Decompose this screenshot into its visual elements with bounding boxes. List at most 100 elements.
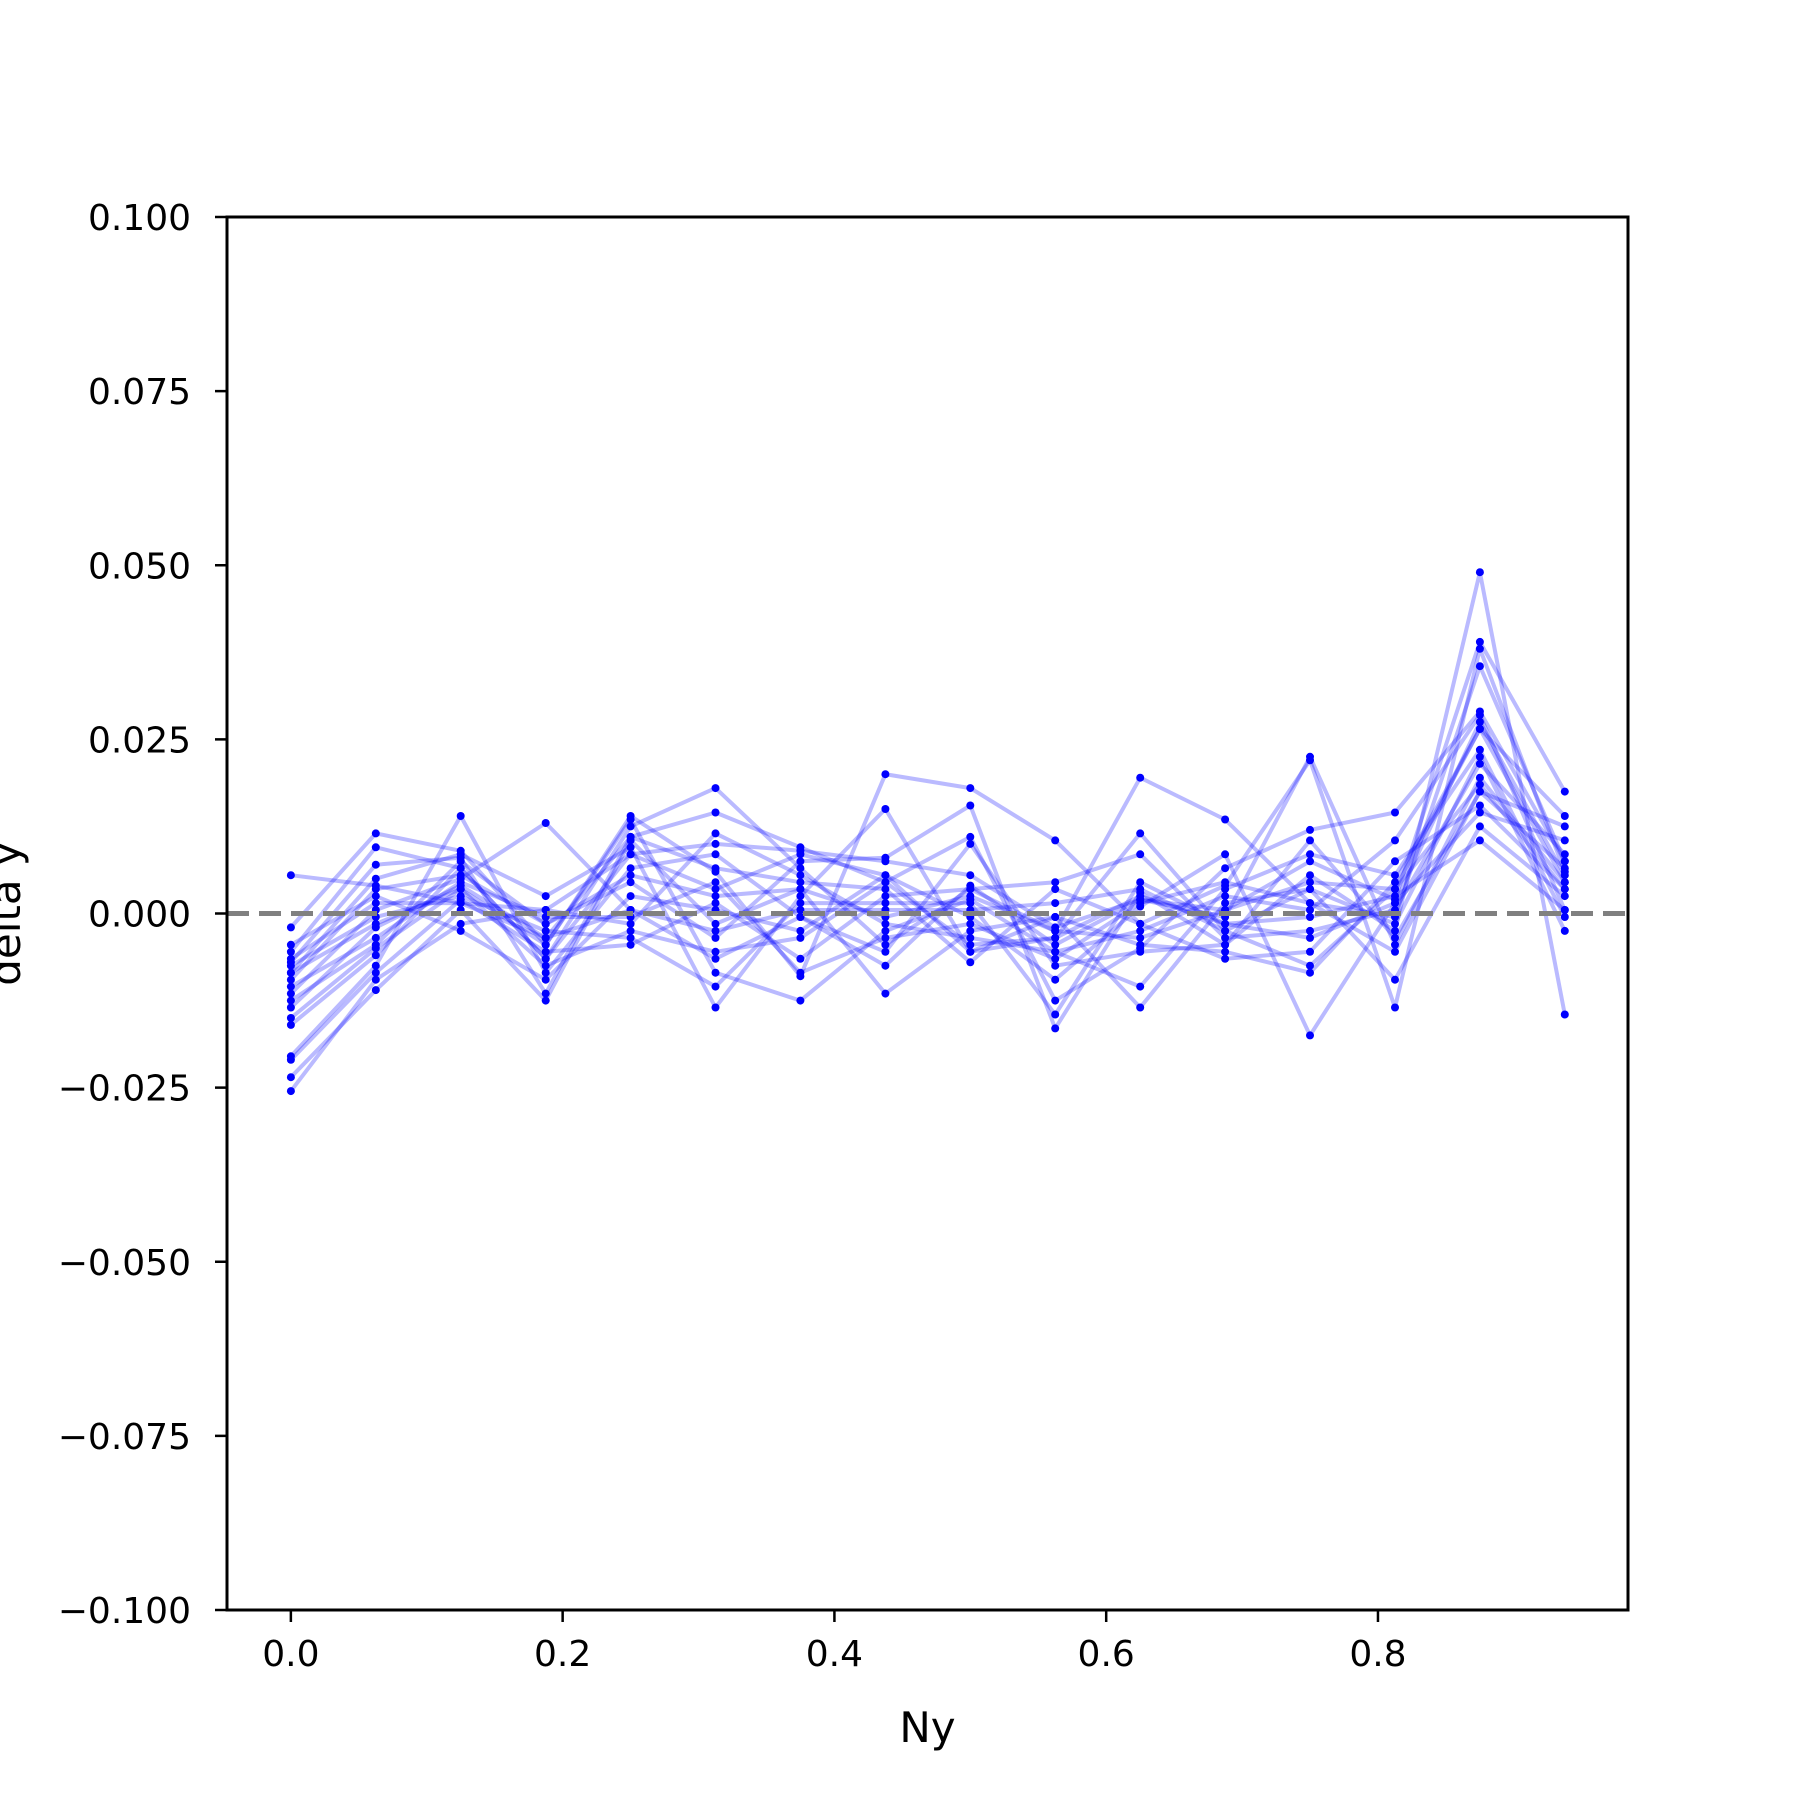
data-point — [1136, 933, 1145, 942]
data-point — [541, 989, 550, 998]
data-point — [796, 857, 805, 866]
data-point — [711, 899, 720, 908]
data-point — [626, 850, 635, 859]
data-point — [1391, 857, 1399, 866]
data-point — [1051, 954, 1060, 963]
data-point — [881, 933, 890, 942]
data-point — [1475, 759, 1484, 768]
data-point — [796, 885, 805, 894]
data-point — [966, 871, 975, 880]
data-point — [286, 923, 295, 932]
data-point — [1391, 1003, 1399, 1012]
data-point — [1221, 850, 1230, 859]
data-point — [1391, 919, 1399, 928]
data-point — [371, 968, 380, 977]
data-point — [966, 933, 975, 942]
data-point — [1221, 919, 1230, 928]
data-point — [711, 968, 720, 977]
data-point — [966, 839, 975, 848]
data-point — [626, 822, 635, 831]
data-point — [286, 940, 295, 949]
y-tick-label: −0.025 — [58, 1069, 191, 1110]
data-point — [966, 926, 975, 935]
data-point — [1221, 940, 1230, 949]
data-point — [541, 892, 550, 901]
y-tick-label: 0.050 — [88, 546, 191, 587]
data-point — [541, 996, 550, 1005]
series-line-6 — [289, 570, 1567, 1031]
data-point — [541, 961, 550, 970]
data-point — [1221, 815, 1230, 824]
data-point — [1560, 822, 1569, 831]
x-tick-label: 0.2 — [534, 1634, 591, 1675]
data-point — [881, 770, 890, 779]
data-point — [1136, 878, 1145, 887]
data-point — [371, 961, 380, 970]
data-point — [796, 906, 805, 914]
series-line-2 — [289, 646, 1567, 1010]
data-point — [966, 899, 975, 908]
data-point — [541, 968, 550, 977]
data-point — [1475, 822, 1484, 831]
data-point — [1136, 940, 1145, 949]
data-point — [1221, 926, 1230, 935]
data-point — [1475, 724, 1484, 733]
data-point — [1475, 773, 1484, 782]
data-point — [711, 839, 720, 848]
data-point — [626, 940, 635, 949]
data-point — [1475, 745, 1484, 754]
data-point — [456, 812, 465, 820]
data-point — [796, 913, 805, 921]
data-point — [1051, 947, 1060, 956]
data-point — [796, 892, 805, 901]
data-point — [711, 885, 720, 894]
data-point — [1051, 899, 1060, 908]
data-point — [1391, 885, 1399, 894]
x-tick-label: 0.6 — [1078, 1634, 1135, 1675]
data-point — [371, 843, 380, 852]
y-tick-label: 0.100 — [88, 198, 191, 239]
data-point — [881, 878, 890, 887]
data-point — [1306, 913, 1314, 921]
data-point — [626, 815, 635, 824]
data-point — [286, 1055, 295, 1064]
y-tick-label: −0.100 — [58, 1591, 191, 1632]
data-point — [796, 954, 805, 963]
data-point — [966, 940, 975, 949]
data-point — [966, 832, 975, 841]
data-point — [966, 892, 975, 901]
data-point — [541, 819, 550, 827]
data-point — [286, 975, 295, 984]
data-point — [541, 940, 550, 949]
data-point — [1051, 878, 1060, 887]
data-point — [1560, 836, 1569, 845]
series-line-17 — [289, 664, 1567, 989]
data-point — [286, 989, 295, 998]
data-point — [966, 801, 975, 810]
data-point — [796, 933, 805, 942]
data-point — [1560, 871, 1569, 880]
data-point — [286, 954, 295, 963]
data-point — [1221, 899, 1230, 908]
data-point — [796, 878, 805, 887]
data-point — [1306, 825, 1314, 834]
data-point — [626, 836, 635, 845]
data-point — [711, 982, 720, 991]
data-point — [626, 871, 635, 880]
data-point — [371, 951, 380, 960]
data-point — [1136, 885, 1145, 894]
data-point — [371, 829, 380, 838]
data-point — [371, 933, 380, 942]
data-point — [456, 899, 465, 908]
data-point — [881, 989, 890, 998]
data-point — [456, 892, 465, 901]
data-point — [456, 878, 465, 887]
data-point — [711, 808, 720, 817]
series-line-18 — [289, 754, 1567, 961]
y-tick-label: 0.025 — [88, 720, 191, 761]
series-line-4 — [289, 709, 1567, 1003]
data-point — [1051, 961, 1060, 970]
data-point — [456, 850, 465, 859]
data-point — [456, 885, 465, 894]
data-point — [1560, 878, 1569, 887]
